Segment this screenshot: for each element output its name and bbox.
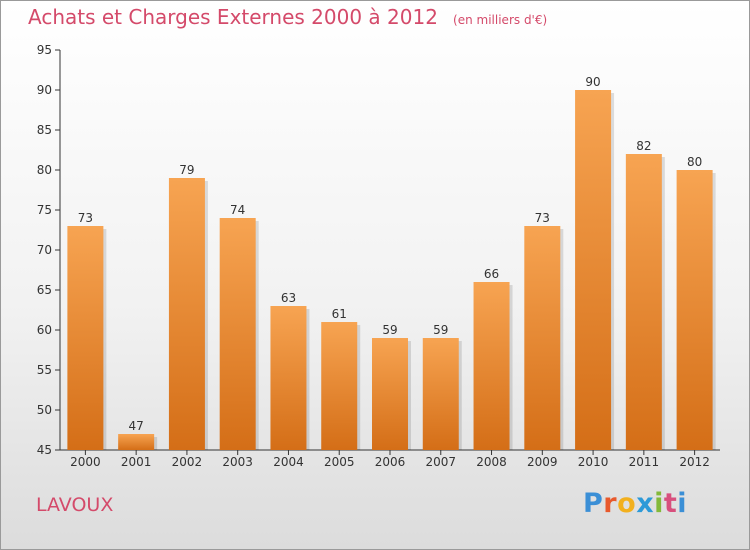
y-tick-label: 75 [37,203,52,217]
data-label: 74 [230,203,245,217]
bar [372,338,408,450]
x-tick-label: 2003 [222,455,253,469]
bar [321,322,358,450]
y-tick-label: 55 [37,363,52,377]
bar [524,226,561,450]
data-label: 63 [281,291,296,305]
bar [270,306,307,450]
x-tick-label: 2005 [324,455,355,469]
x-tick-label: 2007 [425,455,456,469]
x-tick-label: 2001 [121,455,152,469]
y-tick-label: 95 [37,43,52,57]
bar [575,90,612,450]
chart-title-block: Achats et Charges Externes 2000 à 2012 (… [28,5,547,29]
location-label: LAVOUX [36,494,114,516]
logo-letter: t [663,488,678,519]
y-tick-label: 80 [37,163,52,177]
y-tick-label: 45 [37,443,52,457]
x-tick-label: 2009 [527,455,558,469]
data-label: 59 [433,323,448,337]
data-label: 47 [129,419,144,433]
x-tick-label: 2000 [70,455,101,469]
y-tick-label: 85 [37,123,52,137]
chart-subtitle: (en milliers d'€) [453,13,548,27]
chart-title: Achats et Charges Externes 2000 à 2012 [28,5,438,29]
x-tick-label: 2006 [375,455,406,469]
data-label: 79 [179,163,194,177]
bar [168,178,205,450]
data-label: 80 [687,155,702,169]
data-label: 82 [636,139,651,153]
logo-letter: o [617,488,637,519]
data-labels-group: 73 47 79 74 63 61 59 59 66 73 90 82 80 [78,75,703,433]
data-label: 61 [332,307,347,321]
x-tick-label: 2011 [629,455,660,469]
data-label: 59 [382,323,397,337]
proxiti-logo: Proxiti [583,488,687,519]
bar [473,282,510,450]
data-label: 73 [78,211,93,225]
data-label: 90 [585,75,600,89]
x-tick-label: 2008 [476,455,507,469]
logo-letter: x [636,488,655,519]
data-label: 66 [484,267,499,281]
x-tick-label: 2012 [679,455,710,469]
logo-letter: P [583,488,604,519]
bar [219,218,256,450]
logo-letter: i [654,488,664,519]
y-tick-label: 60 [37,323,52,337]
logo-letter: r [603,488,618,519]
x-tick-label: 2004 [273,455,304,469]
logo-letter: i [677,488,688,519]
bar [422,338,459,450]
bar [676,170,713,450]
x-tick-label: 2010 [578,455,609,469]
y-tick-label: 65 [37,283,52,297]
data-label: 73 [535,211,550,225]
bar [625,154,662,450]
bar [118,434,155,450]
x-tick-label: 2002 [172,455,203,469]
y-tick-label: 50 [37,403,52,417]
bar [67,226,104,450]
y-tick-label: 70 [37,243,52,257]
bars-group [67,90,716,450]
y-tick-label: 90 [37,83,52,97]
